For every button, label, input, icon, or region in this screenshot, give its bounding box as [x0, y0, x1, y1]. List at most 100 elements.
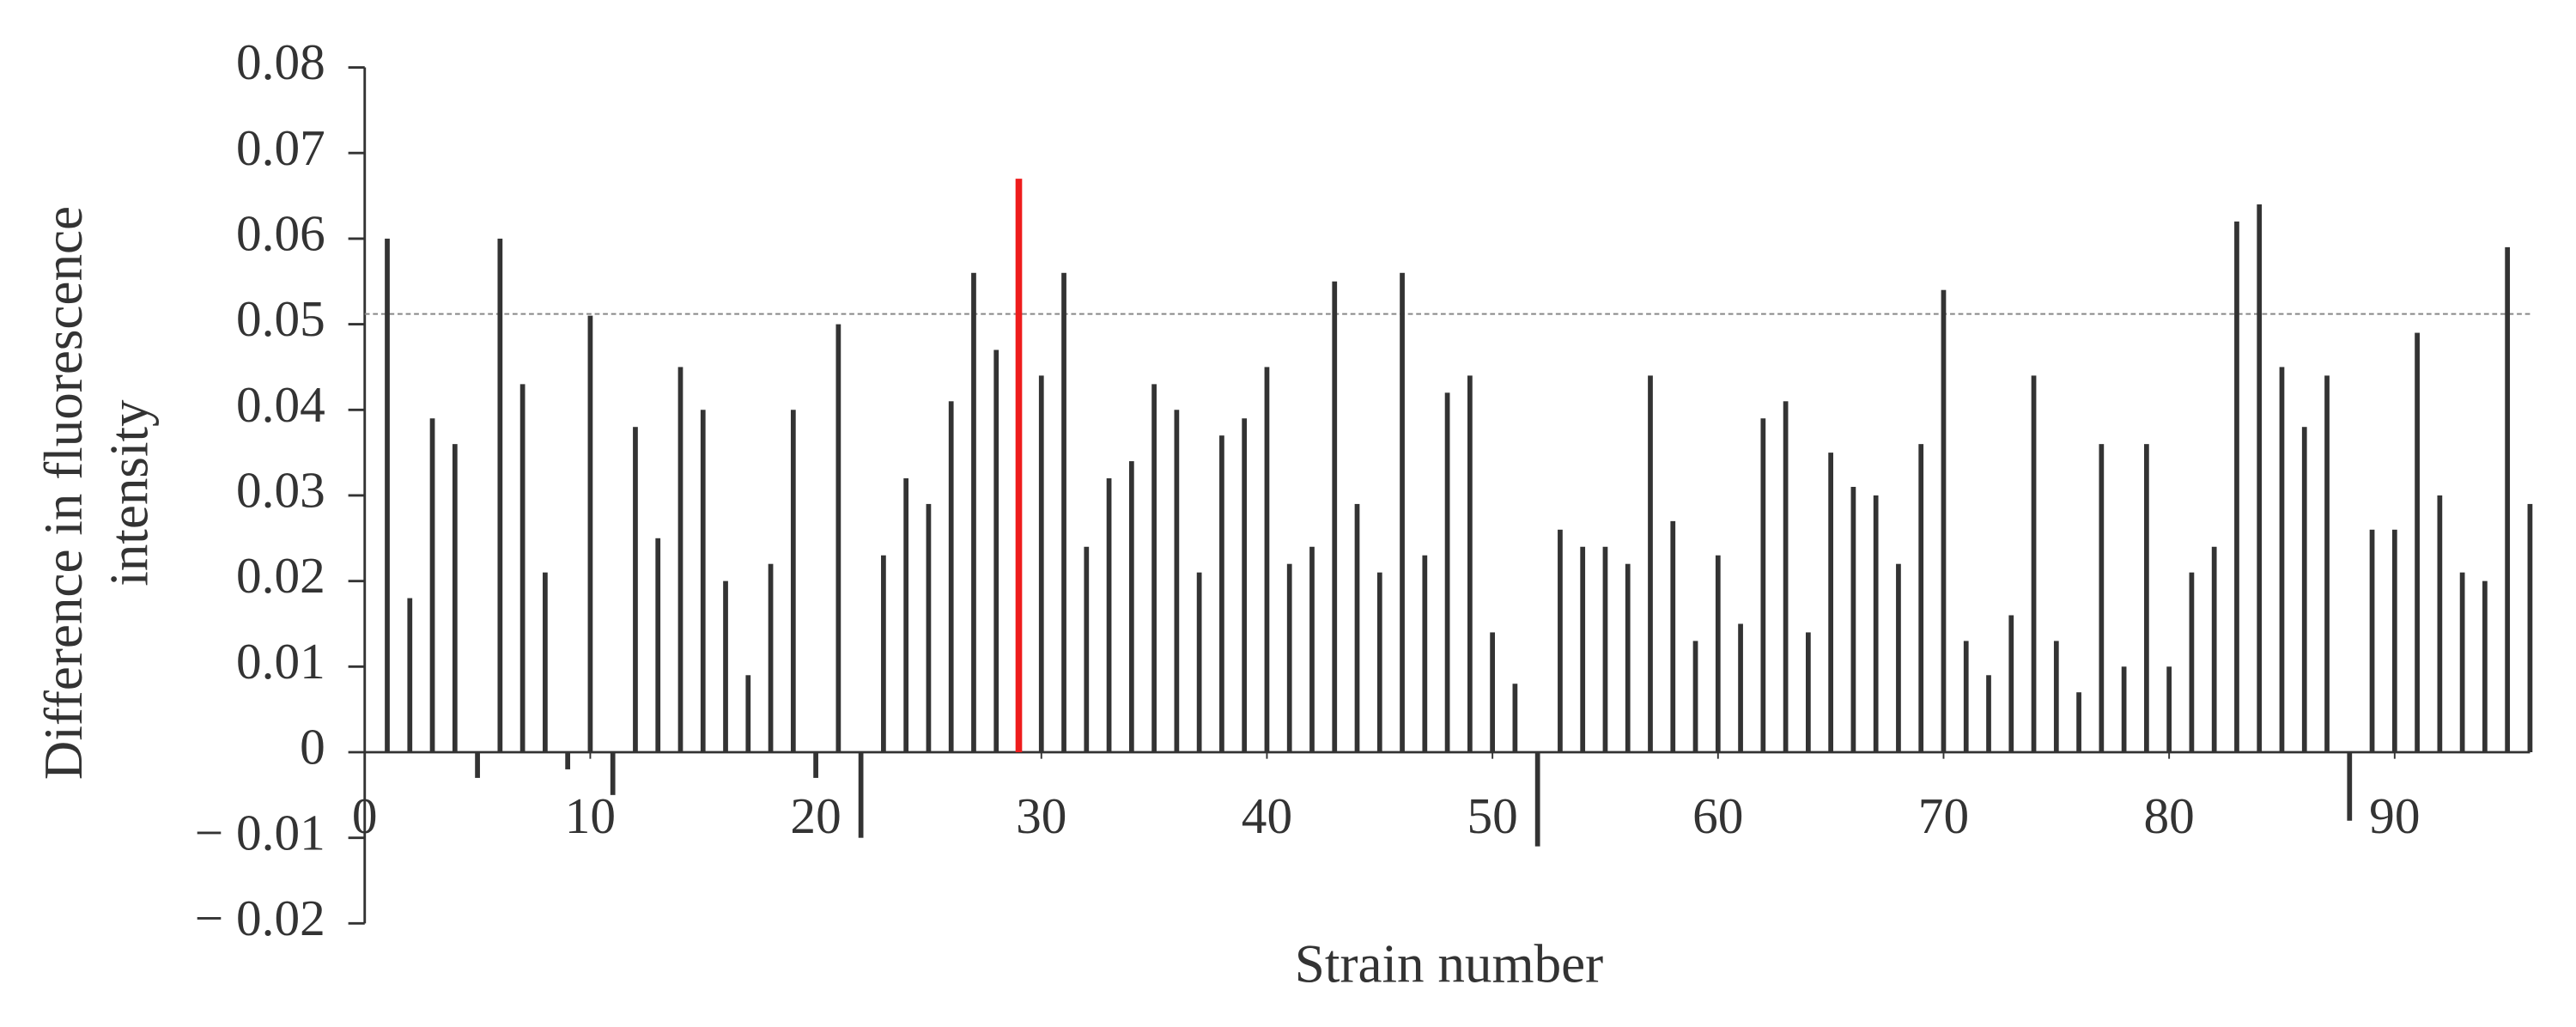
bar [1490, 632, 1495, 752]
bar [407, 598, 413, 752]
bar [2211, 546, 2217, 752]
bar [1986, 675, 1991, 752]
bar [587, 315, 593, 752]
bar [1602, 546, 1608, 752]
bar [2347, 751, 2353, 821]
bar [1038, 375, 1044, 752]
bar [2008, 615, 2014, 752]
bar [1219, 435, 1224, 752]
bar [1625, 563, 1631, 752]
bar [2121, 666, 2127, 752]
y-tick-label: − 0.02 [195, 890, 325, 946]
bar [1828, 453, 1834, 752]
bar [2053, 641, 2059, 752]
bar [1128, 461, 1134, 752]
bar [1512, 684, 1518, 752]
bar [1422, 555, 1428, 752]
bar [1534, 751, 1540, 847]
bar [1580, 546, 1586, 752]
bar [1873, 495, 1879, 752]
bar [429, 418, 435, 752]
bar [2031, 375, 2037, 752]
bar [2415, 332, 2420, 752]
bar [2099, 444, 2105, 752]
bar [2482, 580, 2488, 752]
bar [452, 444, 458, 752]
bar [2234, 221, 2239, 752]
y-tick-label: 0.08 [236, 33, 325, 90]
bar [475, 751, 480, 778]
y-axis-label-line: intensity [99, 399, 159, 586]
x-tick-label: 20 [790, 787, 841, 844]
bar [790, 410, 796, 752]
bar [745, 675, 751, 752]
x-tick-label: 30 [1016, 787, 1066, 844]
bar [768, 563, 774, 752]
bar [723, 580, 728, 752]
y-axis-label: Difference in fluorescence intensity [33, 206, 160, 780]
bar [2527, 503, 2533, 752]
bar [2279, 367, 2285, 752]
x-tick-label: 50 [1467, 787, 1517, 844]
bar [971, 272, 976, 752]
bar [858, 751, 864, 838]
bar [1196, 572, 1202, 752]
bar [1715, 555, 1721, 752]
bar [519, 384, 526, 752]
x-tick-label: 0 [352, 787, 378, 844]
bar [1354, 503, 1360, 752]
bar [2505, 246, 2511, 752]
y-tick-label: 0 [300, 719, 325, 775]
bar [1174, 410, 1180, 752]
bar [2437, 495, 2443, 752]
bar [2459, 572, 2465, 752]
y-tick-label: − 0.01 [195, 804, 325, 860]
x-tick-label: 40 [1242, 787, 1292, 844]
y-tick-label: 0.06 [236, 205, 325, 262]
bar [2144, 444, 2149, 752]
bar [2301, 427, 2307, 752]
bar [1400, 272, 1405, 752]
bar [926, 503, 932, 752]
bar [1286, 563, 1292, 752]
y-tick-label: 0.03 [236, 462, 325, 519]
x-tick-label: 70 [1918, 787, 1969, 844]
bar [1084, 546, 1090, 752]
x-axis-label: Strain number [1295, 933, 1603, 994]
bar [700, 410, 706, 752]
bar [1738, 623, 1743, 752]
bar [1692, 641, 1698, 752]
bar [565, 751, 571, 769]
bar [1850, 486, 1856, 752]
x-tick-label: 80 [2143, 787, 2194, 844]
bar [948, 401, 954, 752]
bar [1444, 392, 1450, 752]
bar [881, 555, 886, 752]
y-tick-label: 0.07 [236, 119, 325, 176]
bar [813, 751, 818, 778]
y-tick-label: 0.01 [236, 633, 325, 690]
bar [497, 238, 503, 752]
bar [1918, 444, 1924, 752]
x-tick-label: 10 [565, 787, 616, 844]
bar [1015, 179, 1023, 752]
bar [903, 478, 909, 752]
bar [2257, 204, 2263, 752]
bar [2076, 692, 2081, 752]
bar [2391, 529, 2397, 752]
bar [1896, 563, 1901, 752]
bar [2189, 572, 2195, 752]
bar [1941, 289, 1947, 752]
bar [1467, 375, 1473, 752]
bar [677, 367, 683, 752]
bar [1760, 418, 1766, 752]
bar [2166, 666, 2172, 752]
bar [1783, 401, 1789, 752]
bar [543, 572, 548, 752]
bar [1309, 546, 1315, 752]
bar [993, 349, 999, 752]
bar [2369, 529, 2375, 752]
bar [1242, 418, 1248, 752]
bar [655, 538, 661, 752]
